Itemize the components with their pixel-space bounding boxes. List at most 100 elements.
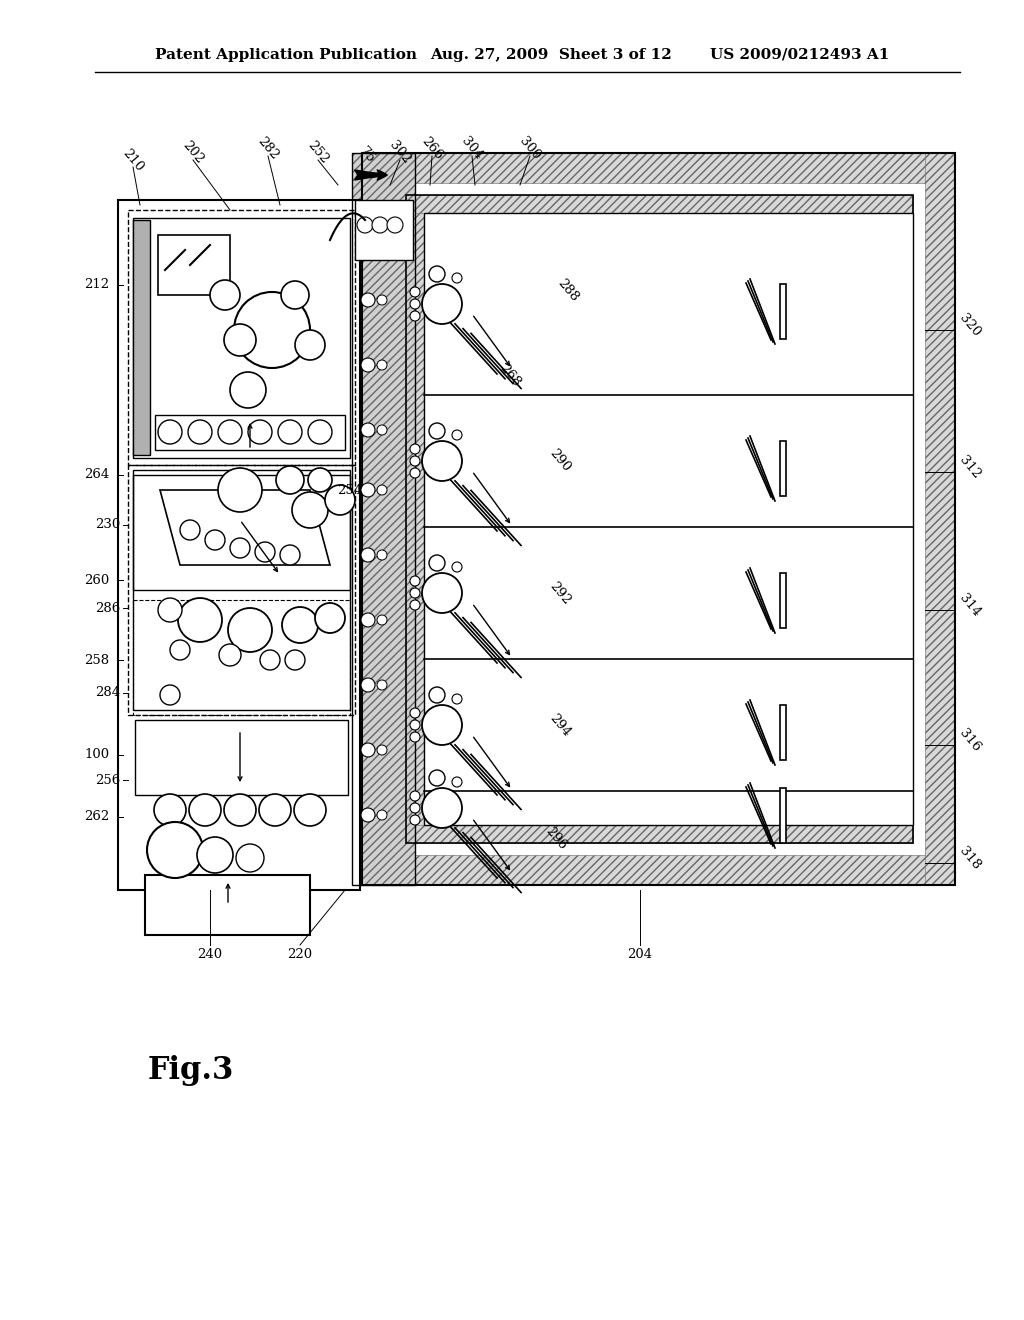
Circle shape — [315, 603, 345, 634]
Circle shape — [180, 520, 200, 540]
Circle shape — [377, 810, 387, 820]
Circle shape — [377, 550, 387, 560]
Circle shape — [410, 708, 420, 718]
Circle shape — [429, 267, 445, 282]
Text: 288: 288 — [555, 276, 581, 304]
Circle shape — [197, 837, 233, 873]
Circle shape — [361, 293, 375, 308]
Bar — [133, 475, 350, 590]
Bar — [406, 195, 424, 843]
Bar — [355, 201, 413, 260]
Circle shape — [292, 492, 328, 528]
Text: 210: 210 — [120, 147, 146, 174]
Bar — [406, 195, 913, 213]
Bar — [925, 153, 955, 884]
Circle shape — [410, 814, 420, 825]
Circle shape — [280, 545, 300, 565]
Text: 75: 75 — [356, 144, 378, 165]
Circle shape — [178, 598, 222, 642]
Bar — [362, 153, 392, 884]
Text: Fig.3: Fig.3 — [148, 1055, 234, 1085]
Circle shape — [218, 469, 262, 512]
Circle shape — [210, 280, 240, 310]
Circle shape — [154, 795, 186, 826]
Text: 314: 314 — [956, 591, 983, 619]
Circle shape — [361, 483, 375, 498]
Text: 100: 100 — [84, 748, 110, 762]
Bar — [780, 441, 786, 496]
Circle shape — [325, 484, 355, 515]
Text: 254: 254 — [338, 483, 362, 496]
Circle shape — [452, 430, 462, 440]
Circle shape — [410, 719, 420, 730]
Circle shape — [248, 420, 272, 444]
Circle shape — [410, 469, 420, 478]
Circle shape — [422, 284, 462, 323]
Circle shape — [361, 548, 375, 562]
Text: 320: 320 — [956, 312, 983, 339]
Circle shape — [234, 292, 310, 368]
Circle shape — [278, 420, 302, 444]
Circle shape — [219, 644, 241, 667]
Circle shape — [410, 733, 420, 742]
Circle shape — [361, 612, 375, 627]
Bar — [133, 220, 150, 455]
Circle shape — [158, 420, 182, 444]
Circle shape — [410, 312, 420, 321]
Circle shape — [189, 795, 221, 826]
Circle shape — [357, 216, 373, 234]
Circle shape — [294, 795, 326, 826]
Bar — [145, 875, 310, 935]
Bar — [780, 573, 786, 628]
Circle shape — [372, 216, 388, 234]
Circle shape — [410, 587, 420, 598]
Text: 220: 220 — [288, 949, 312, 961]
Circle shape — [410, 455, 420, 466]
Circle shape — [259, 795, 291, 826]
Text: 296: 296 — [543, 824, 569, 851]
Text: 302: 302 — [387, 139, 413, 166]
Circle shape — [377, 294, 387, 305]
Circle shape — [361, 743, 375, 756]
Circle shape — [410, 803, 420, 813]
Circle shape — [429, 554, 445, 572]
Bar — [780, 284, 786, 339]
Circle shape — [429, 422, 445, 440]
Circle shape — [224, 795, 256, 826]
Circle shape — [218, 420, 242, 444]
Bar — [128, 465, 355, 715]
Polygon shape — [160, 490, 330, 565]
Circle shape — [377, 360, 387, 370]
Text: 304: 304 — [459, 135, 485, 162]
Text: 258: 258 — [84, 653, 110, 667]
Circle shape — [410, 300, 420, 309]
Circle shape — [377, 425, 387, 436]
Circle shape — [377, 744, 387, 755]
Circle shape — [285, 649, 305, 671]
Circle shape — [410, 576, 420, 586]
Circle shape — [160, 685, 180, 705]
Bar — [133, 470, 350, 710]
Circle shape — [410, 601, 420, 610]
Circle shape — [452, 273, 462, 282]
Circle shape — [147, 822, 203, 878]
Circle shape — [361, 678, 375, 692]
Bar — [352, 153, 415, 884]
Text: Aug. 27, 2009  Sheet 3 of 12: Aug. 27, 2009 Sheet 3 of 12 — [430, 48, 672, 62]
Text: 260: 260 — [84, 573, 110, 586]
Bar — [424, 213, 913, 825]
Text: 312: 312 — [956, 453, 983, 480]
Circle shape — [308, 469, 332, 492]
Circle shape — [452, 562, 462, 572]
Circle shape — [308, 420, 332, 444]
Circle shape — [429, 770, 445, 785]
Circle shape — [387, 216, 403, 234]
Circle shape — [188, 420, 212, 444]
Bar — [406, 825, 913, 843]
Circle shape — [422, 788, 462, 828]
Text: 240: 240 — [198, 949, 222, 961]
Circle shape — [377, 484, 387, 495]
Text: 262: 262 — [84, 810, 110, 824]
Text: 204: 204 — [628, 949, 652, 961]
Circle shape — [410, 286, 420, 297]
